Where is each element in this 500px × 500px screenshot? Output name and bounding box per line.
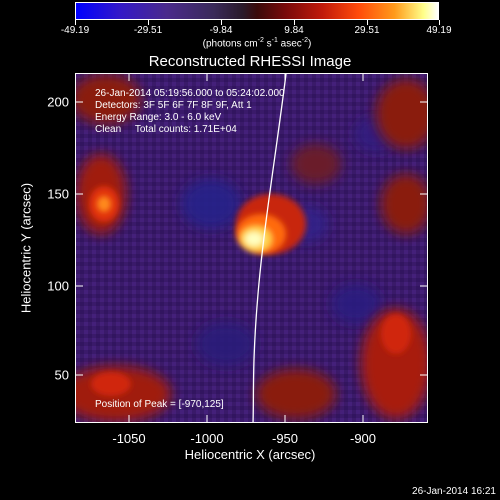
y-tick-label: 50	[54, 367, 69, 383]
info-total-counts: Clean Total counts: 1.71E+04	[95, 124, 237, 135]
solar-limb-line	[252, 74, 287, 422]
x-tick-label: -1000	[190, 431, 224, 446]
x-axis-label: Heliocentric X (arcsec)	[184, 447, 316, 462]
colorbar-tick	[294, 20, 295, 25]
y-tick-label: 150	[47, 186, 69, 202]
rhessi-image	[76, 74, 427, 422]
colorbar-label: 49.19	[426, 25, 452, 36]
colorbar-tick	[75, 20, 76, 25]
y-axis-label: Heliocentric Y (arcsec)	[18, 182, 34, 314]
colorbar	[75, 2, 439, 20]
plot-title: Reconstructed RHESSI Image	[148, 53, 352, 70]
plot-timestamp: 26-Jan-2014 16:21	[412, 486, 496, 497]
colorbar-tick	[221, 20, 222, 25]
peak-position-text: Position of Peak = [-970,125]	[95, 399, 224, 410]
image-plot-area: 26-Jan-2014 05:19:56.000 to 05:24:02.000…	[75, 73, 428, 423]
x-tick-label: -950	[271, 431, 299, 446]
colorbar-label: 9.84	[284, 25, 304, 36]
colorbar-tick	[439, 20, 440, 25]
y-tick-label: 100	[47, 278, 69, 294]
colorbar-tick	[148, 20, 149, 25]
colorbar-label: 29.51	[354, 25, 380, 36]
colorbar-label: -29.51	[133, 25, 163, 36]
colorbar-units: (photons cm-2 s-1 asec-2)	[202, 37, 312, 50]
colorbar-label: -49.19	[60, 25, 90, 36]
info-energy-range: Energy Range: 3.0 - 6.0 keV	[95, 112, 222, 123]
info-time-range: 26-Jan-2014 05:19:56.000 to 05:24:02.000	[95, 88, 285, 99]
x-tick-label: -1050	[112, 431, 146, 446]
info-detectors: Detectors: 3F 5F 6F 7F 8F 9F, Att 1	[95, 100, 252, 111]
x-tick-label: -900	[349, 431, 377, 446]
y-tick-label: 200	[47, 94, 69, 110]
colorbar-tick	[367, 20, 368, 25]
colorbar-label: -9.84	[209, 25, 233, 36]
